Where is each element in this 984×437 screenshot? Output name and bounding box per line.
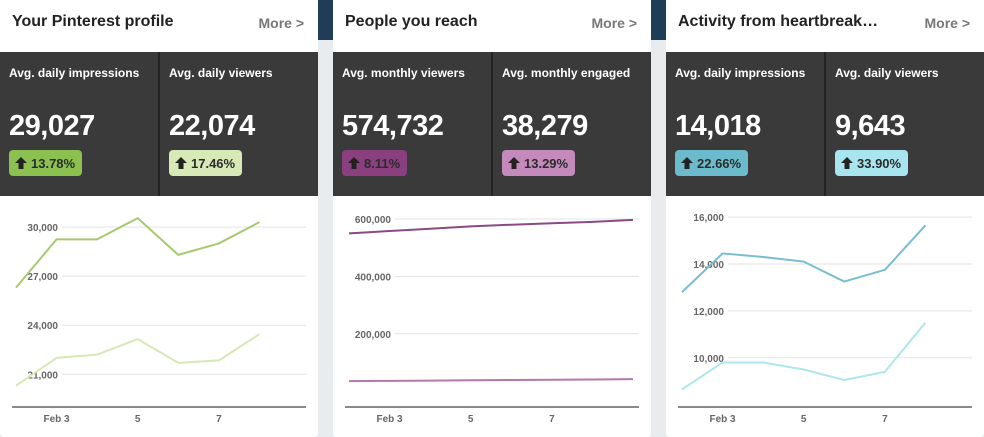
y-tick-label: 12,000 [693, 307, 724, 318]
stat-avg-daily-viewers: Avg. daily viewers 22,074 17.46% [158, 52, 318, 196]
x-tick-label: 5 [801, 414, 807, 425]
stat-label: Avg. monthly viewers [342, 66, 465, 80]
arrow-up-icon [841, 157, 853, 169]
x-tick-label: Feb 3 [44, 414, 71, 425]
change-badge: 17.46% [169, 150, 243, 176]
stat-value: 574,732 [342, 110, 444, 142]
card-header: Your Pinterest profile More > [0, 0, 318, 52]
stat-label: Avg. monthly engaged [502, 66, 631, 80]
card-header: Activity from heartbreak… More > [666, 0, 984, 52]
stats-panel: Avg. daily impressions 14,018 22.66% Avg… [666, 52, 984, 196]
change-percent: 8.11% [364, 155, 401, 171]
line-chart: 600,000 400,000 200,000 Feb 3 5 7 [333, 196, 651, 437]
line-chart: 30,000 27,000 24,000 21,000 Feb 3 5 7 [0, 196, 318, 437]
change-badge: 13.29% [502, 150, 576, 176]
stat-avg-daily-viewers: Avg. daily viewers 9,643 33.90% [824, 52, 984, 196]
x-tick-label: 7 [549, 414, 555, 425]
series-line [681, 224, 927, 293]
arrow-up-icon [175, 157, 187, 169]
x-tick-label: 7 [882, 414, 888, 425]
x-tick-label: 7 [216, 414, 222, 425]
x-tick-label: 5 [468, 414, 474, 425]
change-badge: 22.66% [675, 150, 749, 176]
stat-avg-daily-impressions: Avg. daily impressions 14,018 22.66% [666, 52, 824, 196]
chart-svg: 600,000 400,000 200,000 Feb 3 5 7 [345, 215, 639, 425]
series-line [681, 321, 927, 391]
arrow-up-icon [15, 157, 27, 169]
stat-avg-monthly-viewers: Avg. monthly viewers 574,732 8.11% [333, 52, 491, 196]
y-tick-label: 400,000 [355, 272, 392, 283]
stat-value: 38,279 [502, 110, 588, 142]
stat-value: 9,643 [835, 110, 906, 142]
y-tick-label: 30,000 [27, 223, 58, 234]
change-percent: 22.66% [697, 155, 742, 171]
series-line [15, 333, 260, 387]
card-header: People you reach More > [333, 0, 651, 52]
stat-avg-daily-impressions: Avg. daily impressions 29,027 13.78% [0, 52, 158, 196]
stat-label: Avg. daily viewers [169, 66, 273, 80]
change-badge: 13.78% [9, 150, 83, 176]
y-tick-label: 16,000 [693, 213, 724, 224]
stat-label: Avg. daily impressions [675, 66, 806, 80]
stat-value: 14,018 [675, 110, 761, 142]
y-tick-label: 24,000 [27, 321, 58, 332]
card-activity-from-heartbreak: Activity from heartbreak… More > Avg. da… [666, 0, 984, 437]
series-line [15, 217, 260, 289]
change-badge: 8.11% [342, 150, 408, 176]
card-title: People you reach [345, 13, 478, 30]
stat-value: 22,074 [169, 110, 255, 142]
card-people-you-reach: People you reach More > Avg. monthly vie… [333, 0, 651, 437]
stats-panel: Avg. daily impressions 29,027 13.78% Avg… [0, 52, 318, 196]
arrow-up-icon [681, 157, 693, 169]
x-tick-label: Feb 3 [710, 414, 737, 425]
stat-label: Avg. daily impressions [9, 66, 140, 80]
more-link[interactable]: More > [924, 15, 970, 31]
chart-svg: 30,000 27,000 24,000 21,000 Feb 3 5 7 [12, 217, 306, 425]
stat-avg-monthly-engaged: Avg. monthly engaged 38,279 13.29% [491, 52, 651, 196]
series-line [348, 378, 634, 383]
y-tick-label: 21,000 [27, 370, 58, 381]
change-percent: 33.90% [857, 155, 902, 171]
stat-label: Avg. daily viewers [835, 66, 939, 80]
stats-panel: Avg. monthly viewers 574,732 8.11% Avg. … [333, 52, 651, 196]
arrow-up-icon [508, 157, 520, 169]
change-percent: 13.29% [524, 155, 569, 171]
card-title: Activity from heartbreak… [678, 13, 879, 30]
change-percent: 17.46% [191, 155, 236, 171]
arrow-up-icon [348, 157, 360, 169]
more-link[interactable]: More > [258, 15, 304, 31]
series-line [348, 218, 634, 235]
x-tick-label: Feb 3 [377, 414, 404, 425]
x-tick-label: 5 [135, 414, 141, 425]
y-tick-label: 10,000 [693, 354, 724, 365]
change-percent: 13.78% [31, 155, 76, 171]
card-pinterest-profile: Your Pinterest profile More > Avg. daily… [0, 0, 318, 437]
stat-value: 29,027 [9, 110, 95, 142]
change-badge: 33.90% [835, 150, 909, 176]
y-tick-label: 600,000 [355, 215, 392, 226]
y-tick-label: 200,000 [355, 330, 392, 341]
card-title: Your Pinterest profile [12, 13, 174, 30]
y-tick-label: 27,000 [27, 272, 58, 283]
more-link[interactable]: More > [591, 15, 637, 31]
